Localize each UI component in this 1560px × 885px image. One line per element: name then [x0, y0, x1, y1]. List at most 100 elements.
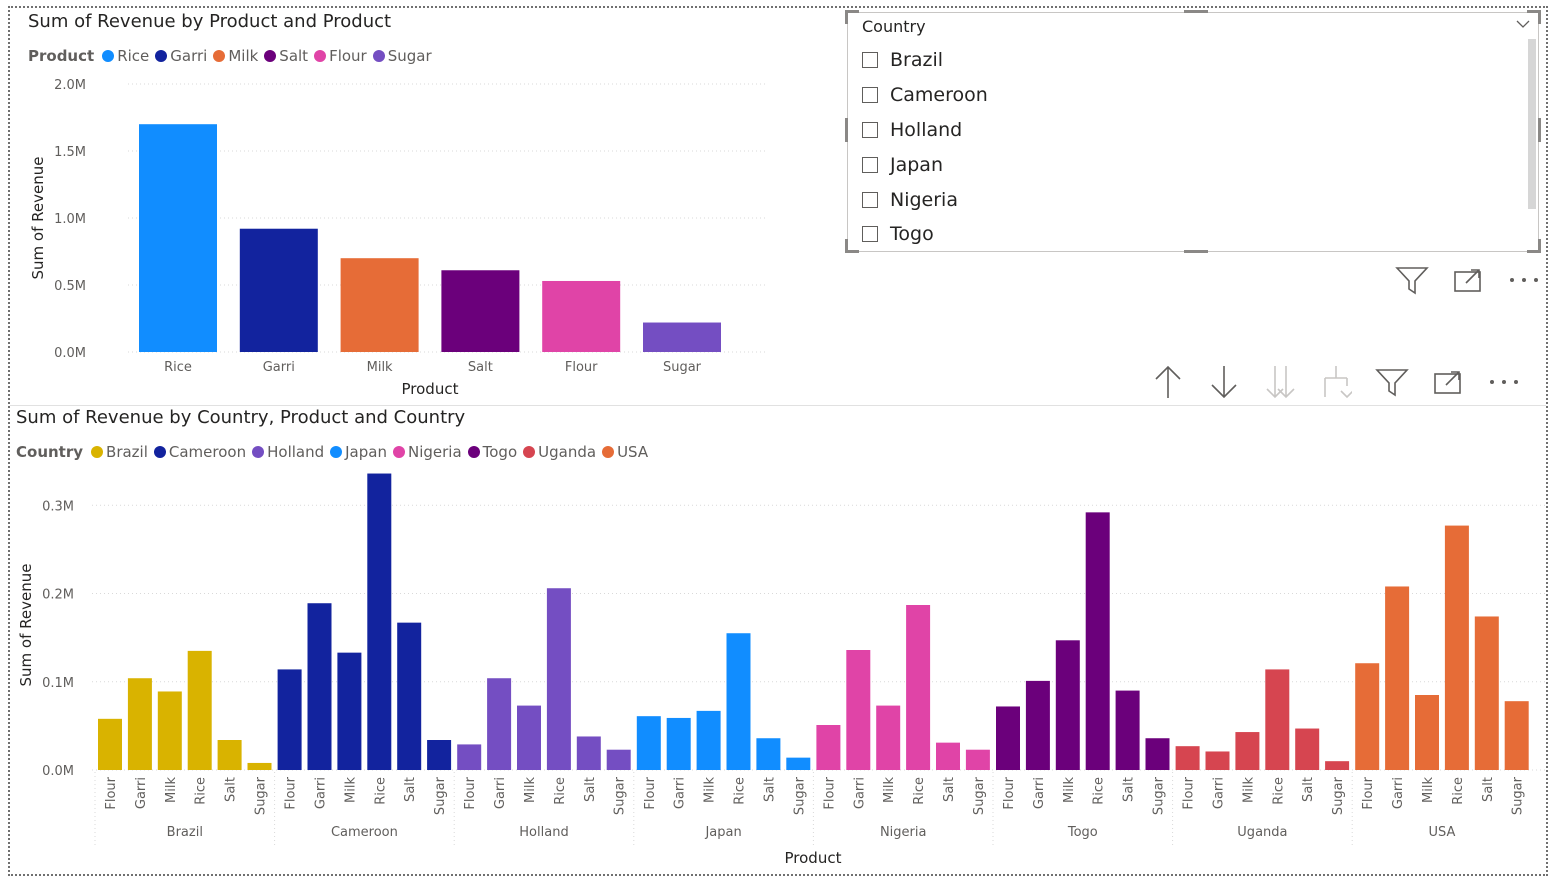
- legend-item-milk[interactable]: Milk: [213, 47, 258, 65]
- bar-japan-rice[interactable]: [726, 633, 751, 770]
- resize-handle[interactable]: [845, 10, 848, 24]
- bar-japan-garri[interactable]: [666, 717, 691, 770]
- legend-item-rice[interactable]: Rice: [102, 47, 149, 65]
- drill-down-icon[interactable]: [1204, 364, 1244, 400]
- more-options-icon[interactable]: [1504, 262, 1544, 298]
- resize-handle[interactable]: [845, 250, 859, 253]
- focus-mode-icon[interactable]: [1448, 262, 1488, 298]
- legend-item-sugar[interactable]: Sugar: [372, 47, 432, 65]
- legend-item-togo[interactable]: Togo: [467, 443, 517, 461]
- bar-nigeria-rice[interactable]: [906, 605, 931, 770]
- slicer-item-holland[interactable]: Holland: [862, 113, 988, 148]
- bar-brazil-sugar[interactable]: [247, 762, 272, 770]
- resize-handle[interactable]: [1538, 10, 1541, 24]
- bar-holland-sugar[interactable]: [606, 749, 631, 770]
- bar-sugar[interactable]: [643, 322, 721, 352]
- bar-nigeria-garri[interactable]: [846, 650, 871, 770]
- checkbox[interactable]: [862, 52, 878, 69]
- bar-holland-garri[interactable]: [487, 678, 512, 770]
- legend-item-garri[interactable]: Garri: [155, 47, 207, 65]
- drill-up-icon[interactable]: [1148, 364, 1188, 400]
- focus-mode-icon[interactable]: [1428, 364, 1468, 400]
- bar-flour[interactable]: [542, 280, 621, 352]
- bar-holland-flour[interactable]: [457, 744, 482, 770]
- bar-rice[interactable]: [139, 124, 217, 352]
- slicer-item-togo[interactable]: Togo: [862, 217, 988, 252]
- slicer-item-japan[interactable]: Japan: [862, 147, 988, 182]
- resize-handle[interactable]: [1538, 239, 1541, 253]
- bar-uganda-milk[interactable]: [1235, 732, 1260, 770]
- bar-japan-sugar[interactable]: [786, 757, 811, 770]
- resize-handle[interactable]: [845, 118, 848, 142]
- bar-holland-rice[interactable]: [546, 588, 571, 770]
- more-options-icon[interactable]: [1484, 364, 1524, 400]
- resize-handle[interactable]: [1538, 118, 1541, 142]
- bar-brazil-milk[interactable]: [157, 691, 182, 770]
- slicer-item-brazil[interactable]: Brazil: [862, 43, 988, 78]
- bar-uganda-flour[interactable]: [1175, 746, 1200, 770]
- legend-item-cameroon[interactable]: Cameroon: [153, 443, 246, 461]
- legend-item-holland[interactable]: Holland: [252, 443, 324, 461]
- resize-handle[interactable]: [1527, 10, 1541, 13]
- bar-milk[interactable]: [340, 258, 419, 352]
- bar-usa-salt[interactable]: [1474, 616, 1499, 770]
- slicer-scrollbar[interactable]: [1528, 39, 1536, 209]
- expand-all-icon[interactable]: [1260, 364, 1300, 400]
- bar-cameroon-salt[interactable]: [397, 622, 422, 770]
- checkbox[interactable]: [862, 191, 878, 208]
- bar-togo-flour[interactable]: [996, 706, 1020, 770]
- bar-usa-flour[interactable]: [1355, 663, 1380, 770]
- filter-icon[interactable]: [1372, 364, 1412, 400]
- bar-uganda-rice[interactable]: [1265, 669, 1290, 770]
- bar-uganda-salt[interactable]: [1295, 728, 1320, 770]
- checkbox[interactable]: [862, 121, 878, 138]
- legend-item-japan[interactable]: Japan: [330, 443, 387, 461]
- legend-item-uganda[interactable]: Uganda: [523, 443, 596, 461]
- bar-garri[interactable]: [239, 228, 318, 352]
- bar-salt[interactable]: [441, 270, 520, 352]
- resize-handle[interactable]: [845, 10, 859, 13]
- bar-brazil-rice[interactable]: [187, 650, 212, 770]
- bar-usa-milk[interactable]: [1415, 695, 1439, 770]
- checkbox[interactable]: [862, 226, 878, 243]
- legend-item-nigeria[interactable]: Nigeria: [392, 443, 462, 461]
- resize-handle[interactable]: [1527, 250, 1541, 253]
- bar-usa-rice[interactable]: [1444, 525, 1469, 770]
- bar-uganda-garri[interactable]: [1205, 751, 1230, 770]
- bar-brazil-salt[interactable]: [217, 740, 242, 770]
- legend-item-brazil[interactable]: Brazil: [91, 443, 148, 461]
- bar-togo-garri[interactable]: [1025, 680, 1050, 770]
- legend-item-salt[interactable]: Salt: [264, 47, 308, 65]
- bar-togo-rice[interactable]: [1085, 512, 1110, 770]
- legend-item-usa[interactable]: USA: [602, 443, 648, 461]
- filter-icon[interactable]: [1392, 262, 1432, 298]
- bar-nigeria-salt[interactable]: [936, 742, 960, 770]
- legend-item-flour[interactable]: Flour: [314, 47, 367, 65]
- bar-togo-milk[interactable]: [1055, 640, 1080, 770]
- bar-japan-milk[interactable]: [696, 710, 721, 770]
- bar-cameroon-flour[interactable]: [277, 669, 302, 770]
- bar-usa-sugar[interactable]: [1504, 701, 1529, 770]
- bar-togo-sugar[interactable]: [1145, 738, 1170, 770]
- bar-nigeria-milk[interactable]: [876, 705, 901, 770]
- bar-holland-salt[interactable]: [576, 736, 601, 770]
- bar-usa-garri[interactable]: [1385, 586, 1410, 770]
- resize-handle[interactable]: [1184, 250, 1208, 253]
- checkbox[interactable]: [862, 156, 878, 173]
- resize-handle[interactable]: [845, 239, 848, 253]
- bar-brazil-flour[interactable]: [98, 718, 122, 770]
- slicer-item-nigeria[interactable]: Nigeria: [862, 182, 988, 217]
- bar-nigeria-flour[interactable]: [816, 725, 841, 770]
- expand-hierarchy-icon[interactable]: [1316, 364, 1356, 400]
- bar-japan-flour[interactable]: [636, 716, 661, 770]
- country-slicer[interactable]: Country Brazil Cameroon Holland Japan Nigeri…: [847, 12, 1539, 252]
- resize-handle[interactable]: [1184, 10, 1208, 13]
- bar-cameroon-sugar[interactable]: [427, 740, 452, 770]
- bar-cameroon-garri[interactable]: [307, 603, 332, 770]
- bar-uganda-sugar[interactable]: [1325, 761, 1350, 770]
- bar-japan-salt[interactable]: [756, 738, 781, 770]
- bar-holland-milk[interactable]: [517, 705, 541, 770]
- bar-togo-salt[interactable]: [1115, 690, 1140, 770]
- bar-cameroon-milk[interactable]: [337, 652, 362, 770]
- slicer-item-cameroon[interactable]: Cameroon: [862, 78, 988, 113]
